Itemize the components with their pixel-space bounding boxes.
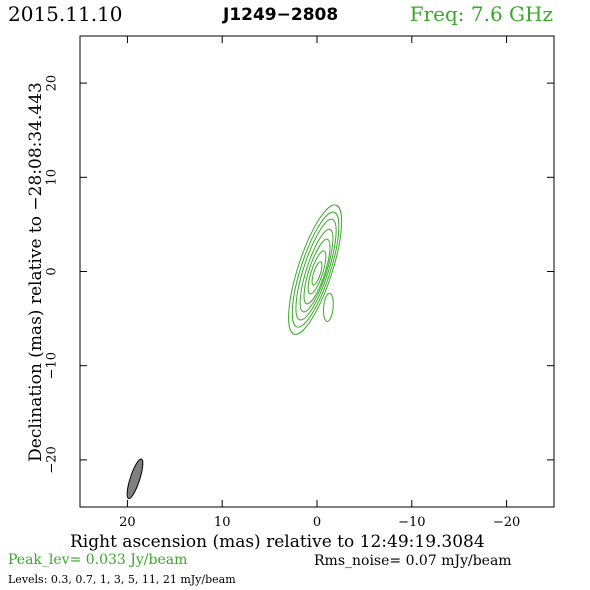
contour-line	[322, 292, 334, 322]
contour-levels: Levels: 0.3, 0.7, 1, 3, 5, 11, 21 mJy/be…	[8, 573, 236, 586]
beam-ellipse	[126, 458, 144, 500]
contour-line	[303, 238, 331, 305]
y-axis-label: Declination (mas) relative to −28:08:34.…	[26, 82, 46, 462]
x-tick-label: −10	[398, 515, 425, 530]
frequency-label: Freq: 7.6 GHz	[409, 2, 553, 26]
y-tick-label: 10	[45, 169, 60, 186]
x-tick-label: −20	[493, 515, 520, 530]
contour-line	[311, 261, 323, 286]
contour-line	[307, 250, 327, 295]
y-tick-label: −10	[45, 352, 60, 379]
contour-line	[291, 211, 340, 328]
contour-line	[288, 204, 343, 335]
y-tick-label: 20	[45, 75, 60, 92]
source-name: J1249−2808	[223, 5, 339, 25]
peak-level: Peak_lev= 0.033 Jy/beam	[8, 552, 188, 568]
x-axis-label: Right ascension (mas) relative to 12:49:…	[70, 532, 485, 552]
plot-frame	[79, 35, 555, 508]
contour-series	[288, 204, 343, 335]
x-tick-label: 20	[119, 515, 136, 530]
axis-ticks: 20 10 0 −10 −20 −20 −10 0 10 20	[45, 36, 554, 530]
beam-shape	[126, 458, 144, 500]
contour-line	[299, 228, 334, 313]
contour-line	[295, 218, 337, 321]
observation-date: 2015.11.10	[8, 2, 123, 26]
x-tick-label: 10	[214, 515, 231, 530]
rms-noise: Rms_noise= 0.07 mJy/beam	[314, 553, 512, 569]
x-tick-label: 0	[313, 515, 321, 530]
y-tick-label: −20	[45, 446, 60, 473]
y-tick-label: 0	[45, 267, 60, 275]
